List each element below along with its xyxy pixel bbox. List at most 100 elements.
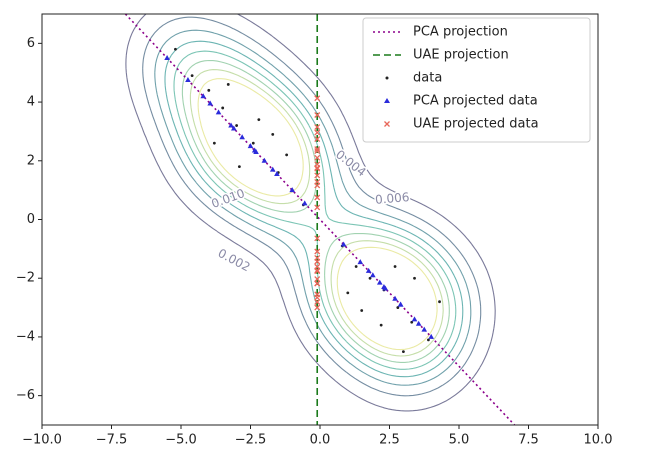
uae-point xyxy=(314,254,321,261)
uae-point xyxy=(314,146,321,153)
data-point xyxy=(251,141,255,145)
x-tick-label: 7.5 xyxy=(518,433,539,448)
x-tick-label: 10.0 xyxy=(584,433,613,448)
uae-point xyxy=(314,129,321,136)
x-tick-label: 0.0 xyxy=(310,433,331,448)
pca-point xyxy=(370,272,376,278)
pca-point xyxy=(274,170,280,176)
data-point xyxy=(438,300,441,304)
y-tick-label: −2 xyxy=(16,271,35,286)
data-point xyxy=(221,106,225,110)
pca-point xyxy=(365,267,372,273)
uae-point xyxy=(314,304,321,311)
uae-point xyxy=(314,276,321,283)
data-point xyxy=(285,153,289,157)
pca-point xyxy=(411,316,418,322)
pca-point xyxy=(261,157,268,163)
legend-label: PCA projection xyxy=(413,25,508,40)
uae-point xyxy=(314,136,321,143)
uae-point xyxy=(314,235,321,242)
uae-point xyxy=(314,148,321,155)
pca-point xyxy=(381,284,387,290)
x-tick-label: 2.5 xyxy=(379,433,400,448)
legend-swatch xyxy=(384,121,390,127)
data-point xyxy=(396,306,400,309)
pca-point xyxy=(231,125,237,131)
data-point xyxy=(379,323,383,327)
y-tick-label: 0 xyxy=(27,212,35,227)
data-point xyxy=(226,83,230,86)
data-point xyxy=(402,350,405,354)
data-point xyxy=(257,118,261,122)
data-point xyxy=(174,47,177,51)
data-point xyxy=(360,309,364,312)
legend-label: PCA projected data xyxy=(413,94,538,109)
pca-point xyxy=(185,77,191,83)
data-point xyxy=(212,141,216,145)
pca-point xyxy=(392,295,398,301)
contour-line xyxy=(189,69,444,357)
contour-line xyxy=(154,29,472,386)
pca-point xyxy=(376,279,383,285)
data-point xyxy=(237,165,241,169)
pca-point xyxy=(340,241,347,247)
uae-point xyxy=(314,124,321,130)
uae-point xyxy=(314,299,321,305)
pca-point xyxy=(247,143,254,149)
data-point xyxy=(271,132,275,136)
legend-swatch xyxy=(385,76,389,80)
contour-line xyxy=(181,59,450,363)
x-tick-label: −5.0 xyxy=(165,433,197,448)
uae-point xyxy=(314,280,321,287)
uae-point xyxy=(314,112,321,118)
contour-line xyxy=(125,14,496,412)
x-tick-label: −7.5 xyxy=(96,433,128,448)
x-tick-label: −10.0 xyxy=(22,433,62,448)
x-tick-label: 5.0 xyxy=(449,433,470,448)
pca-point xyxy=(228,122,234,128)
uae-point xyxy=(314,204,321,211)
y-tick-label: 2 xyxy=(27,153,35,168)
contour-label: 0.006 xyxy=(375,190,410,207)
pca-point xyxy=(239,134,245,140)
pca-point xyxy=(253,148,259,154)
y-tick-label: 6 xyxy=(27,36,35,51)
data-point xyxy=(410,320,414,324)
pca-point xyxy=(269,166,276,172)
uae-point xyxy=(314,263,321,270)
legend-label: data xyxy=(413,71,442,86)
data-point xyxy=(393,265,397,268)
data-point xyxy=(427,338,430,342)
legend-label: UAE projected data xyxy=(413,117,539,132)
uae-point xyxy=(314,95,321,102)
uae-point xyxy=(314,172,321,179)
legend-swatch xyxy=(384,98,390,103)
y-tick-label: −6 xyxy=(16,388,35,403)
pca-point xyxy=(415,320,422,326)
contour-line xyxy=(142,16,482,397)
pca-point xyxy=(428,333,434,339)
data-point xyxy=(354,265,358,268)
pca-point xyxy=(215,109,222,115)
y-tick-label: 4 xyxy=(27,95,35,110)
pca-point xyxy=(357,259,364,265)
data-point xyxy=(368,276,372,280)
pca-point xyxy=(164,55,170,61)
legend-label: UAE projection xyxy=(413,48,509,63)
legend: PCA projection UAE projection data PCA proj… xyxy=(362,17,591,143)
pca-point xyxy=(207,100,213,106)
data-point xyxy=(207,88,211,92)
uae-point xyxy=(314,154,321,161)
contour-line xyxy=(197,78,438,351)
pca-point xyxy=(301,200,308,206)
uae-point xyxy=(314,194,321,201)
data-point xyxy=(235,124,239,127)
pca-point xyxy=(421,326,428,332)
pca-point xyxy=(397,301,404,307)
uae-point xyxy=(314,165,321,172)
projection-line xyxy=(124,14,516,425)
uae-point xyxy=(314,294,321,301)
data-point xyxy=(190,74,194,78)
data-point xyxy=(413,276,416,280)
